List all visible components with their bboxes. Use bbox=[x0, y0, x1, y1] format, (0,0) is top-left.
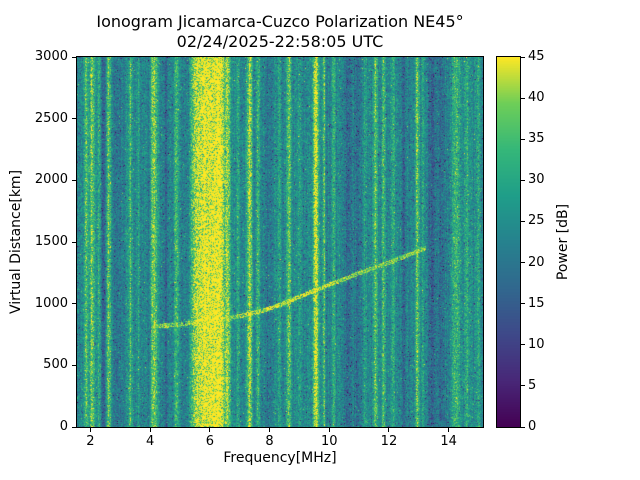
x-tick-label: 14 bbox=[440, 434, 457, 449]
y-tick-label: 0 bbox=[59, 419, 68, 434]
y-tick-mark bbox=[72, 118, 76, 120]
y-tick-label: 1500 bbox=[34, 234, 68, 249]
colorbar-tick-mark bbox=[521, 97, 525, 99]
y-tick-label: 2500 bbox=[34, 110, 68, 126]
x-tick-label: 4 bbox=[145, 434, 155, 449]
colorbar-tick-label: 35 bbox=[528, 131, 545, 147]
colorbar-tick-mark bbox=[521, 303, 525, 305]
colorbar-tick-label: 20 bbox=[528, 254, 545, 270]
colorbar-tick-mark bbox=[521, 262, 525, 264]
y-tick-mark bbox=[72, 303, 76, 305]
y-tick-label: 1000 bbox=[34, 295, 68, 311]
x-tick-label: 6 bbox=[205, 434, 214, 449]
y-tick-mark bbox=[72, 179, 76, 181]
x-tick-label: 8 bbox=[265, 434, 274, 449]
colorbar-tick-mark bbox=[521, 220, 525, 222]
colorbar-tick-mark bbox=[521, 426, 525, 428]
colorbar-tick-label: 5 bbox=[528, 377, 537, 393]
y-tick-label: 3000 bbox=[34, 49, 68, 64]
colorbar-tick-mark bbox=[521, 56, 525, 58]
y-tick-label: 2000 bbox=[34, 172, 68, 188]
colorbar-tick-mark bbox=[521, 385, 525, 387]
x-tick-mark bbox=[149, 428, 151, 432]
x-tick-mark bbox=[89, 428, 91, 432]
colorbar-tick-mark bbox=[521, 138, 525, 140]
y-tick-mark bbox=[72, 364, 76, 366]
y-axis-label: Virtual Distance[km] bbox=[8, 169, 24, 315]
x-tick-label: 2 bbox=[86, 434, 95, 449]
heatmap-canvas bbox=[77, 57, 483, 427]
x-tick-label: 12 bbox=[380, 434, 398, 449]
y-tick-label: 500 bbox=[43, 357, 68, 373]
colorbar-tick-label: 45 bbox=[528, 49, 545, 64]
chart-subtitle: 02/24/2025-22:58:05 UTC bbox=[176, 32, 384, 51]
chart-title: Ionogram Jicamarca-Cuzco Polarization NE… bbox=[96, 12, 464, 31]
colorbar-tick-label: 0 bbox=[528, 419, 537, 434]
colorbar-label: Power [dB] bbox=[555, 203, 571, 281]
plot-area bbox=[76, 56, 484, 428]
y-tick-mark bbox=[72, 56, 76, 58]
colorbar-tick-label: 10 bbox=[528, 336, 545, 352]
y-tick-mark bbox=[72, 241, 76, 243]
colorbar-tick-mark bbox=[521, 179, 525, 181]
colorbar-tick-label: 15 bbox=[528, 295, 545, 311]
colorbar-canvas bbox=[497, 57, 520, 427]
colorbar bbox=[496, 56, 521, 428]
x-tick-mark bbox=[269, 428, 271, 432]
x-axis-label: Frequency[MHz] bbox=[223, 450, 337, 466]
colorbar-tick-label: 25 bbox=[528, 213, 545, 229]
chart-title-block: Ionogram Jicamarca-Cuzco Polarization NE… bbox=[77, 12, 483, 52]
colorbar-tick-mark bbox=[521, 344, 525, 346]
colorbar-tick-label: 40 bbox=[528, 90, 545, 106]
x-tick-mark bbox=[209, 428, 211, 432]
x-tick-label: 10 bbox=[320, 434, 338, 449]
colorbar-tick-label: 30 bbox=[528, 172, 545, 188]
y-tick-mark bbox=[72, 426, 76, 428]
x-tick-mark bbox=[448, 428, 450, 432]
x-tick-mark bbox=[328, 428, 330, 432]
x-tick-mark bbox=[388, 428, 390, 432]
